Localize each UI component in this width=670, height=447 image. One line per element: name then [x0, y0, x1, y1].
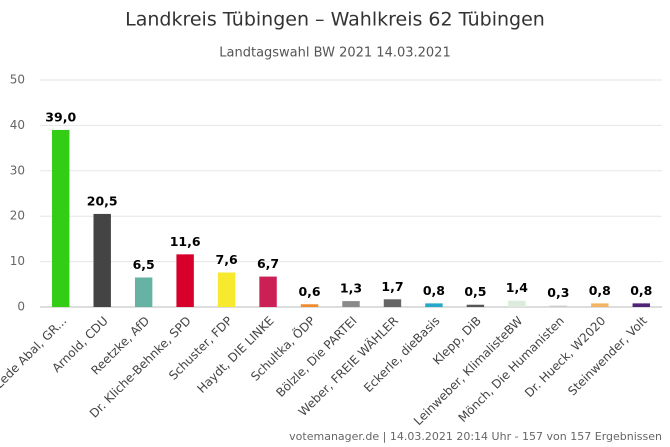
data-label: 0,6 [298, 284, 320, 299]
bar [217, 272, 236, 307]
data-label: 0,5 [464, 284, 486, 299]
bar [93, 213, 111, 307]
data-label: 39,0 [45, 109, 76, 124]
bar [549, 305, 568, 307]
y-tick-label: 20 [10, 209, 25, 223]
data-label: 11,6 [170, 234, 201, 249]
y-tick-label: 50 [10, 73, 25, 87]
bar [134, 277, 153, 307]
y-tick-label: 30 [10, 163, 25, 177]
bar [591, 303, 609, 307]
bar [176, 254, 194, 307]
data-label: 20,5 [87, 193, 118, 208]
x-tick-label: Bölzle, Die PARTEI [273, 314, 359, 400]
x-tick-label: Eckerle, dieBasis [361, 314, 442, 395]
x-tick-label: Haydt, DIE LINKE [194, 314, 276, 396]
data-label: 6,7 [257, 256, 279, 271]
x-tick-label: Steinwender, Volt [565, 313, 650, 398]
data-label: 1,7 [381, 279, 403, 294]
data-label: 1,4 [506, 280, 528, 295]
data-label: 0,3 [547, 285, 569, 300]
data-label: 6,5 [133, 257, 155, 272]
bar [342, 301, 360, 307]
data-label: 0,8 [630, 283, 652, 298]
data-label: 7,6 [216, 252, 238, 267]
bar [632, 303, 650, 307]
footer: votemanager.de | 14.03.2021 20:14 Uhr - … [289, 430, 662, 443]
x-tick-label: Lede Abal, GR... [0, 314, 69, 391]
chart-subtitle: Landtagswahl BW 2021 14.03.2021 [219, 46, 450, 61]
bar [508, 300, 526, 307]
bar [300, 304, 319, 307]
bar [466, 304, 485, 307]
bar [425, 303, 443, 307]
y-tick-label: 40 [10, 118, 25, 132]
data-label: 0,8 [589, 283, 611, 298]
bar [383, 299, 402, 307]
data-label: 0,8 [423, 283, 445, 298]
bar [259, 276, 277, 307]
bar [52, 129, 70, 307]
data-label: 1,3 [340, 281, 362, 296]
y-tick-label: 0 [17, 300, 25, 314]
y-tick-label: 10 [10, 254, 25, 268]
chart-title: Landkreis Tübingen – Wahlkreis 62 Tübing… [125, 9, 545, 31]
